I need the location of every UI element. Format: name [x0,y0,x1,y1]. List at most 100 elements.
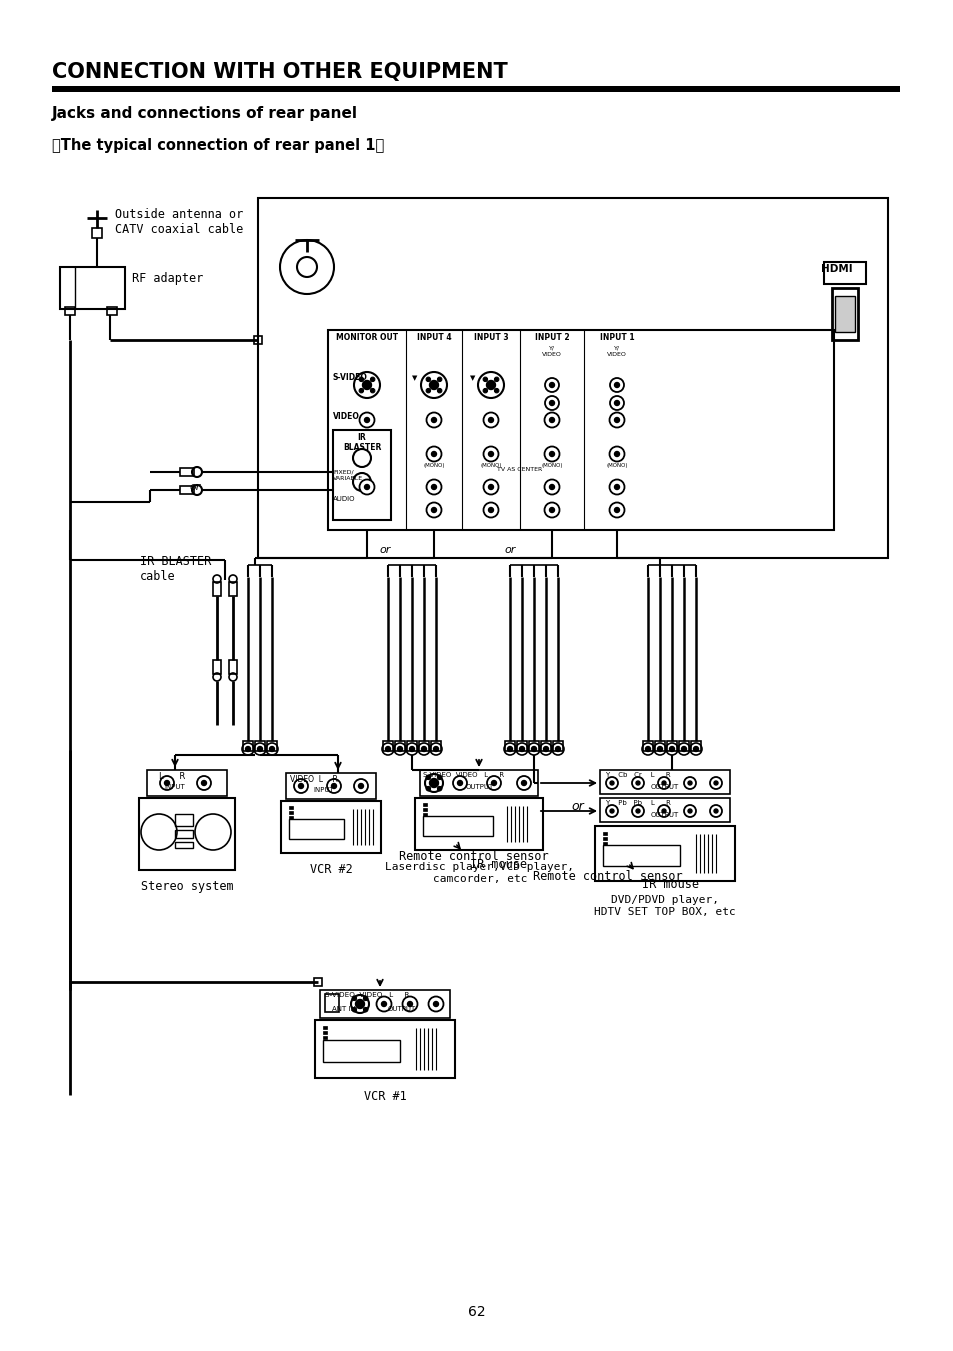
Bar [540,740,551,751]
Bar [831,288,857,340]
Circle shape [658,777,669,789]
Text: Y/
VIDEO: Y/ VIDEO [606,346,626,357]
Text: IR BLASTER
cable: IR BLASTER cable [140,555,211,584]
Circle shape [483,446,498,462]
Text: Stereo system: Stereo system [140,880,233,893]
Circle shape [370,389,375,393]
Circle shape [245,747,251,751]
Circle shape [429,778,438,788]
Circle shape [494,377,498,381]
Circle shape [483,480,498,494]
Text: INPUT: INPUT [314,788,334,793]
Text: FIXED/
VARIABLE: FIXED/ VARIABLE [333,470,363,481]
Text: S-VIDEO  VIDEO   L     R: S-VIDEO VIDEO L R [422,771,503,778]
Circle shape [453,775,467,790]
Circle shape [477,372,503,399]
Circle shape [683,777,696,789]
Circle shape [164,781,170,785]
Bar [213,582,221,596]
Circle shape [294,780,308,793]
Circle shape [359,412,375,427]
Circle shape [482,377,487,381]
Circle shape [363,1008,368,1012]
Bar [642,740,652,751]
Circle shape [549,451,554,457]
Circle shape [544,412,558,427]
Circle shape [437,389,441,393]
Circle shape [713,781,718,785]
Bar [289,819,344,839]
Text: Remote control sensor: Remote control sensor [398,850,548,863]
Circle shape [491,781,496,785]
Bar [333,430,391,520]
Circle shape [298,784,303,789]
Bar [65,307,75,315]
Circle shape [426,389,430,393]
Text: INPUT 3: INPUT 3 [474,332,508,342]
Circle shape [609,781,614,785]
Circle shape [355,1000,364,1008]
Text: OUTPUT: OUTPUT [650,784,679,790]
Bar [229,661,236,674]
Bar [419,770,537,796]
Bar [602,836,606,839]
Bar [286,773,375,798]
Bar [174,830,193,838]
Circle shape [421,747,426,751]
Circle shape [636,781,639,785]
Circle shape [331,784,336,789]
Text: IR
BLASTER: IR BLASTER [342,434,381,453]
Circle shape [364,417,369,423]
Circle shape [614,485,618,489]
Text: Y    Pb   Pb    L     R: Y Pb Pb L R [604,800,670,807]
Bar [328,330,833,530]
Bar [257,199,887,558]
Bar [60,267,125,309]
Circle shape [543,747,548,751]
Circle shape [426,412,441,427]
Circle shape [609,378,623,392]
Circle shape [614,508,618,512]
Circle shape [482,389,487,393]
Circle shape [257,747,262,751]
Circle shape [631,805,643,817]
Circle shape [426,775,430,780]
Text: INPUT 4: INPUT 4 [416,332,451,342]
Circle shape [669,747,674,751]
Circle shape [614,400,618,405]
Circle shape [519,747,524,751]
Bar [602,846,679,866]
Bar [323,1036,327,1039]
Circle shape [531,747,536,751]
Bar [174,842,193,848]
Circle shape [605,777,618,789]
Circle shape [420,372,447,399]
Circle shape [385,747,390,751]
Circle shape [544,503,558,517]
Bar [253,336,262,345]
Bar [319,990,450,1019]
Bar [602,842,606,844]
Text: INPUT 2: INPUT 2 [534,332,569,342]
Bar [289,816,293,819]
Circle shape [488,451,493,457]
Circle shape [687,781,691,785]
Circle shape [555,747,560,751]
Bar [267,740,276,751]
Circle shape [431,508,436,512]
Text: Laserdisc player,VCD player,
camcorder, etc: Laserdisc player,VCD player, camcorder, … [385,862,574,884]
Text: TV AS CENTER: TV AS CENTER [497,467,542,471]
Circle shape [544,396,558,409]
Circle shape [614,382,618,388]
Text: (MONO): (MONO) [605,463,627,467]
Circle shape [354,372,379,399]
Text: OUTPUT: OUTPUT [465,784,494,790]
Bar [382,740,393,751]
Circle shape [426,480,441,494]
Circle shape [409,747,414,751]
Circle shape [687,809,691,813]
Circle shape [549,417,554,423]
Circle shape [549,508,554,512]
Text: Y    Cb   Cr    L     R: Y Cb Cr L R [604,771,670,778]
Text: (MONO): (MONO) [540,463,562,467]
